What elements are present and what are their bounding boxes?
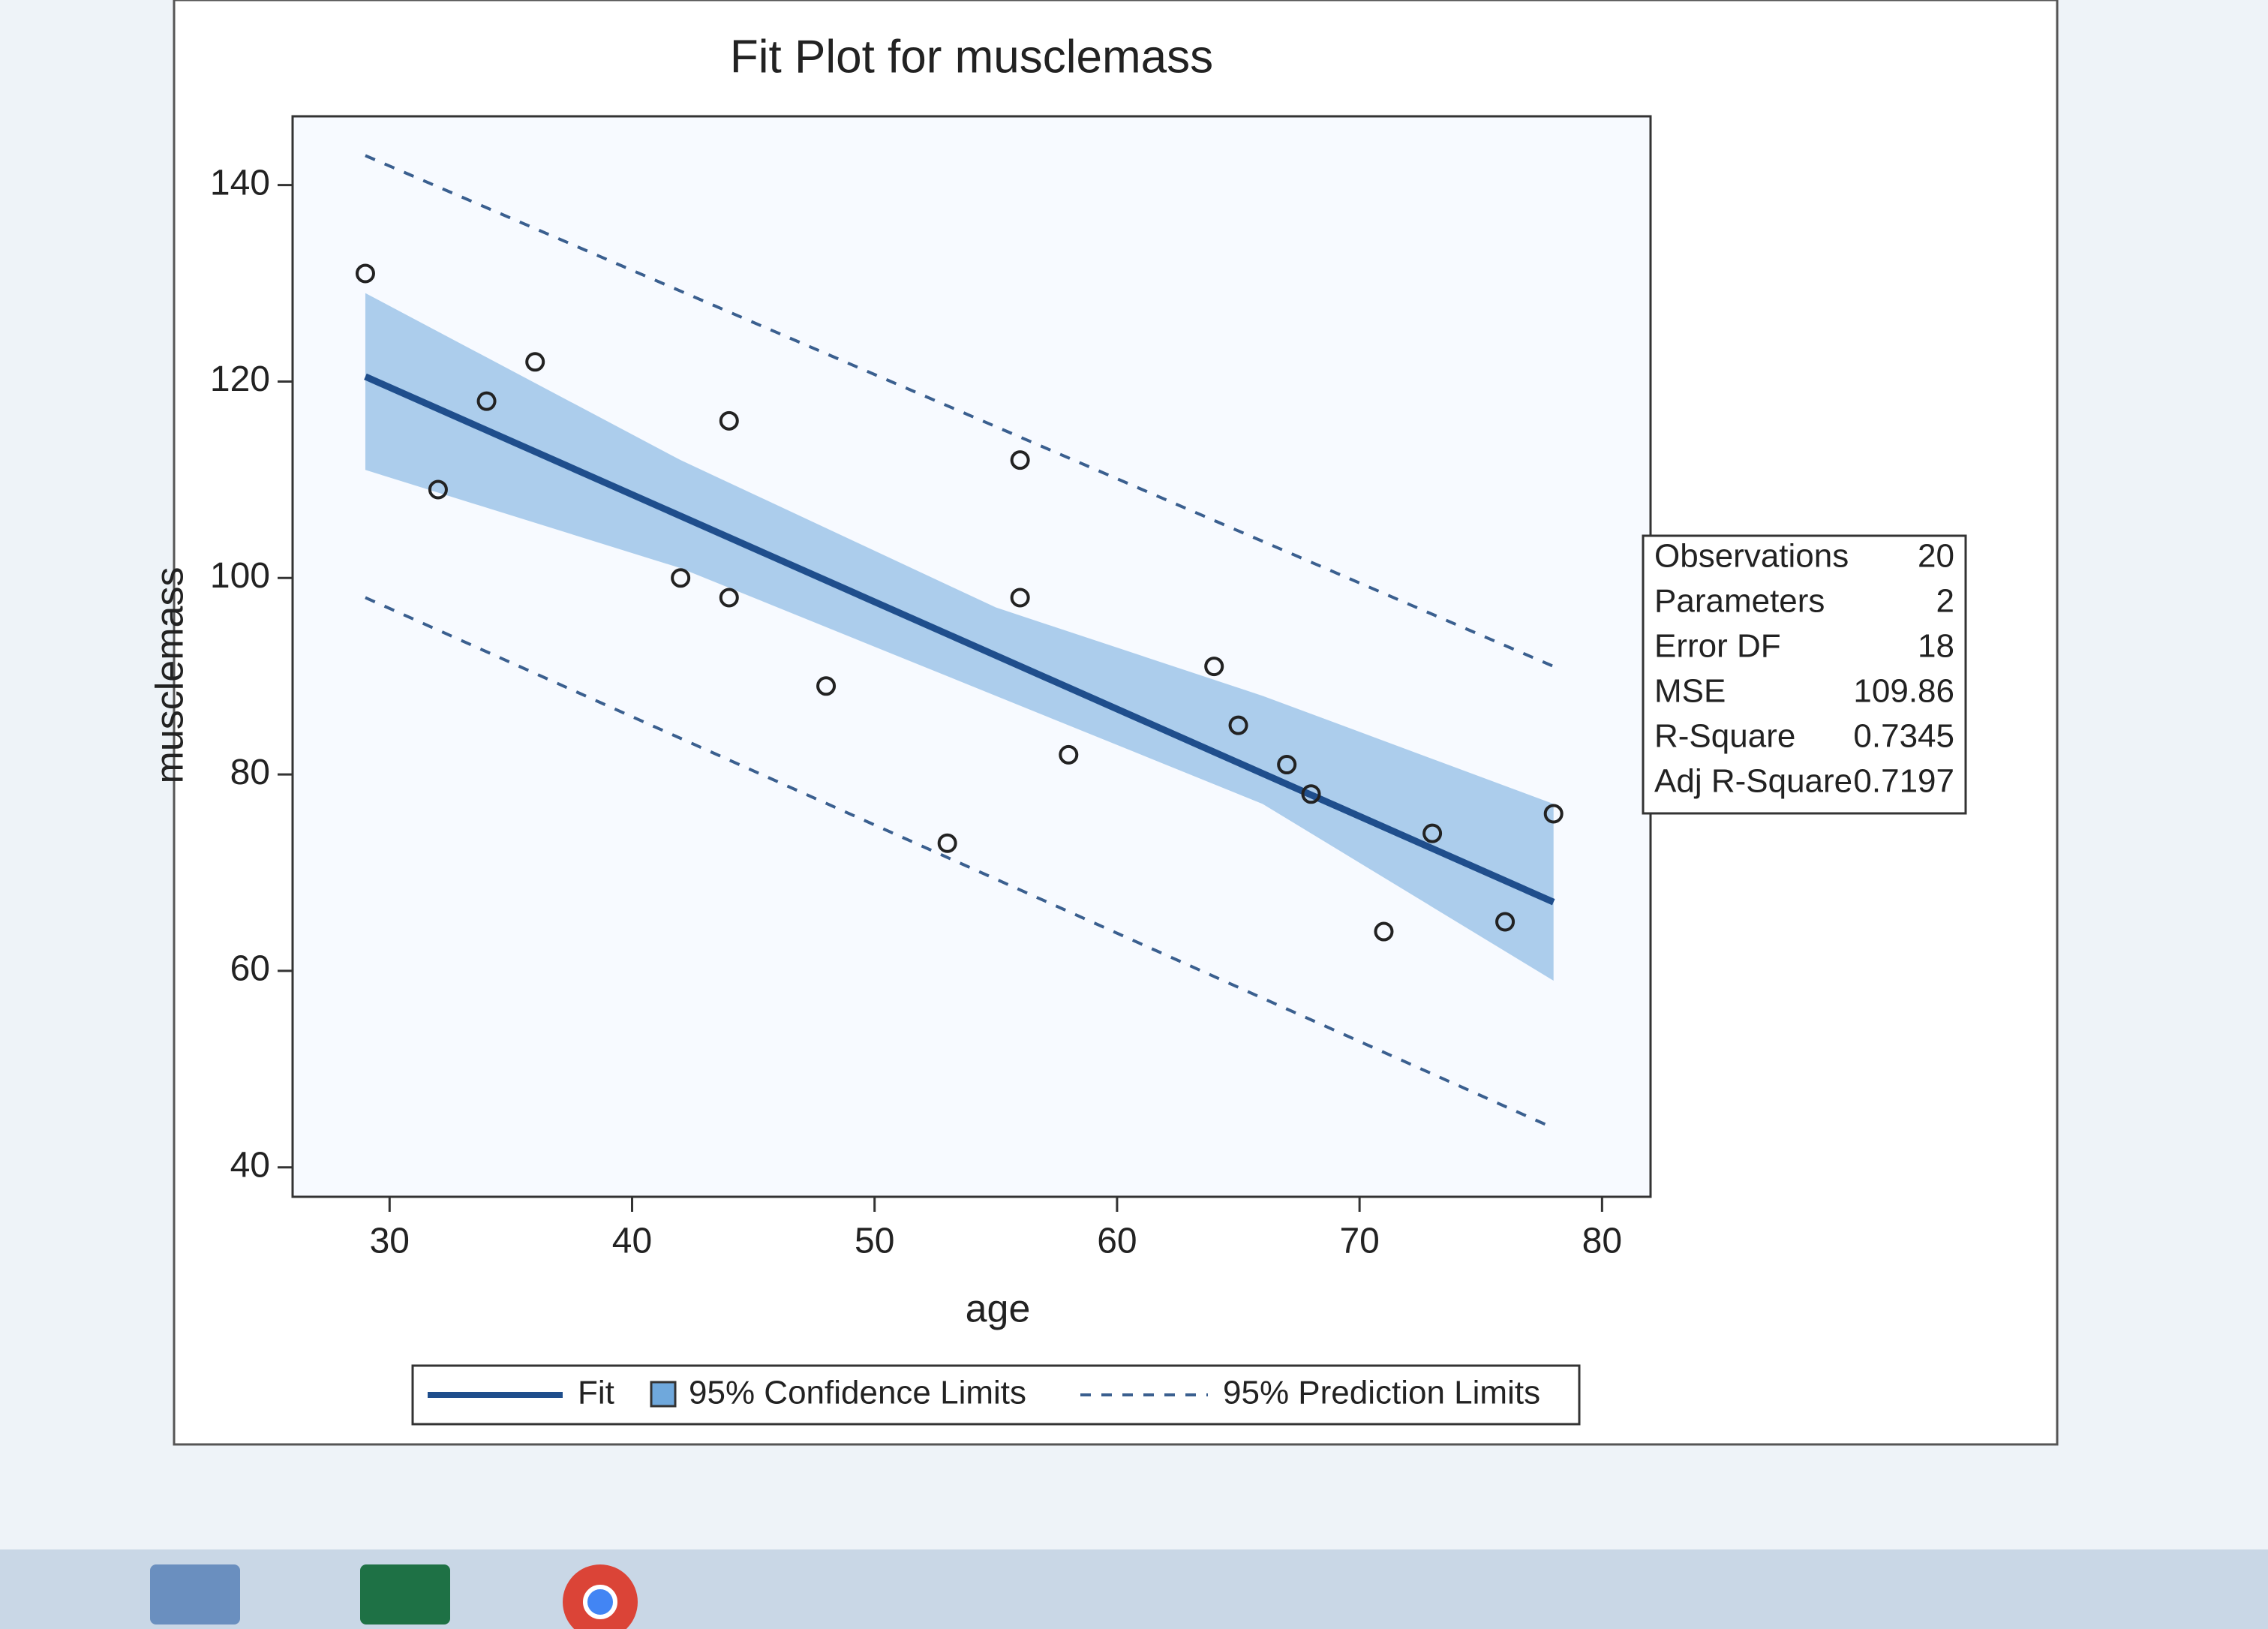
legend-label: Fit: [578, 1375, 614, 1411]
fit-line: [364, 373, 1555, 906]
x-tick-label: 60: [1097, 1222, 1137, 1261]
taskbar: [0, 1549, 2268, 1629]
y-tick-label: 100: [210, 556, 270, 596]
stat-value: 109.86: [1853, 673, 1954, 710]
data-point: [1374, 921, 1394, 942]
fit-statistics-table: [1642, 534, 1967, 815]
data-point: [1543, 804, 1564, 824]
data-point: [525, 352, 545, 372]
data-point: [476, 391, 497, 411]
data-point: [816, 676, 837, 696]
stat-label: Observations: [1654, 538, 1849, 575]
y-tick-label: 60: [230, 949, 270, 989]
data-point: [1495, 912, 1516, 932]
stat-label: R-Square: [1654, 718, 1795, 755]
legend: [411, 1364, 1581, 1426]
chart-layer: 40 60 80 100 120 140 30 40 50 60 70 80 Fit 95% Confid…: [210, 154, 1954, 1411]
y-axis-label: musclemass: [149, 567, 192, 784]
data-point: [1010, 588, 1030, 608]
stat-label: Adj R-Square: [1654, 763, 1852, 800]
stat-value: 20: [1918, 538, 1954, 575]
data-point: [719, 410, 739, 431]
stat-value: 0.7197: [1853, 763, 1954, 800]
data-point: [1059, 744, 1079, 765]
x-tick-label: 70: [1339, 1222, 1379, 1261]
stat-label: Error DF: [1654, 628, 1781, 665]
y-tick-label: 40: [230, 1145, 270, 1185]
data-point: [937, 833, 957, 853]
stat-value: 2: [1936, 583, 1954, 620]
taskbar-icon[interactable]: [360, 1564, 450, 1624]
data-point: [1228, 715, 1248, 735]
stat-label: Parameters: [1654, 583, 1825, 620]
prediction-limit-lower: [365, 596, 1555, 1130]
x-axis-label: age: [966, 1288, 1031, 1331]
data-point: [1010, 450, 1030, 470]
x-tick-label: 30: [370, 1222, 410, 1261]
stat-label: MSE: [1654, 673, 1726, 710]
chart-title: Fit Plot for musclemass: [730, 31, 1213, 83]
stat-value: 0.7345: [1853, 718, 1954, 755]
stat-value: 18: [1918, 628, 1954, 665]
legend-label: 95% Confidence Limits: [689, 1375, 1026, 1411]
x-tick-label: 80: [1582, 1222, 1622, 1261]
data-point: [355, 263, 375, 284]
x-tick-label: 40: [612, 1222, 652, 1261]
prediction-limit-upper: [365, 154, 1555, 668]
x-tick-label: 50: [855, 1222, 894, 1261]
data-point: [1277, 755, 1297, 774]
legend-label: 95% Prediction Limits: [1223, 1375, 1540, 1411]
data-point: [719, 588, 739, 608]
y-tick-label: 140: [210, 163, 270, 203]
y-tick-label: 120: [210, 359, 270, 399]
y-tick-label: 80: [230, 753, 270, 792]
taskbar-icon-center: [583, 1585, 617, 1619]
data-point: [1422, 823, 1443, 843]
data-point: [1301, 784, 1321, 804]
data-point: [671, 568, 691, 588]
legend-confidence-swatch: [650, 1381, 677, 1408]
data-point: [428, 479, 448, 500]
data-point: [1204, 657, 1224, 677]
taskbar-icon[interactable]: [150, 1564, 240, 1624]
